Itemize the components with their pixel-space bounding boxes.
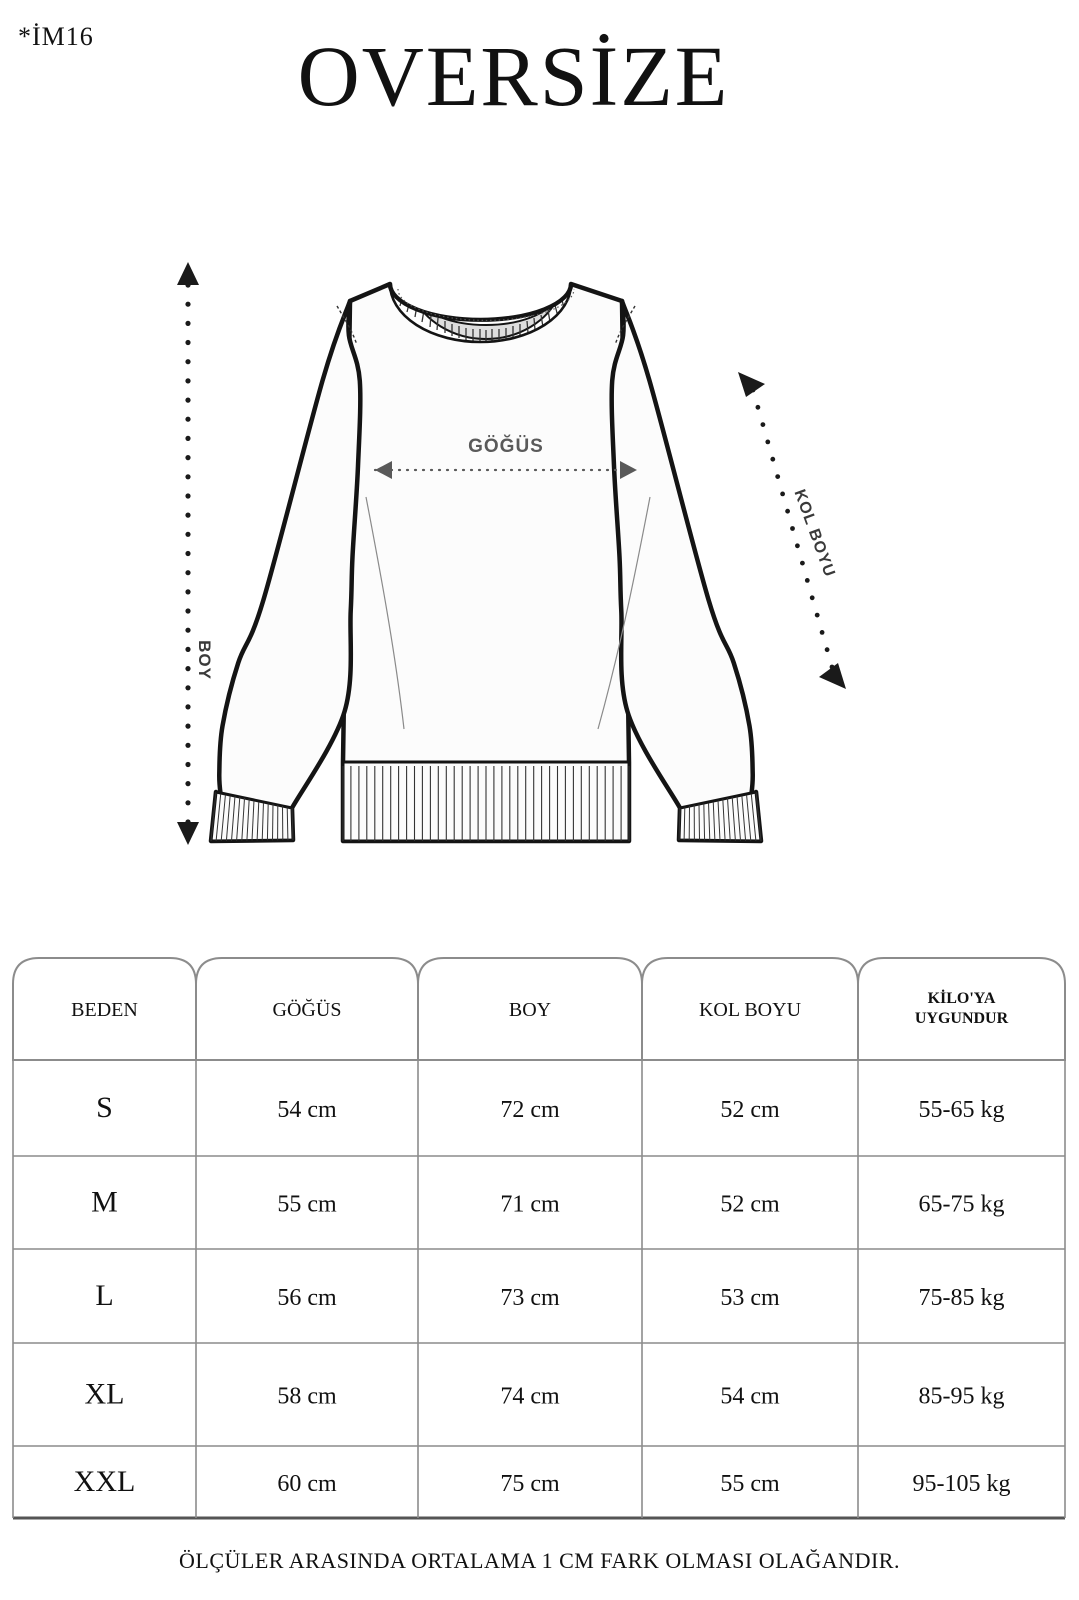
- svg-text:BOY: BOY: [509, 999, 551, 1021]
- svg-text:56 cm: 56 cm: [277, 1285, 337, 1311]
- svg-text:55 cm: 55 cm: [720, 1471, 780, 1497]
- svg-text:KİLO'YA: KİLO'YA: [928, 988, 996, 1007]
- svg-text:UYGUNDUR: UYGUNDUR: [915, 1010, 1009, 1027]
- svg-text:74 cm: 74 cm: [500, 1384, 560, 1410]
- svg-text:65-75 kg: 65-75 kg: [919, 1192, 1005, 1218]
- svg-text:ÖLÇÜLER ARASINDA ORTALAMA 1 CM: ÖLÇÜLER ARASINDA ORTALAMA 1 CM FARK OLMA…: [179, 1548, 900, 1573]
- svg-text:L: L: [95, 1279, 113, 1312]
- svg-text:54 cm: 54 cm: [720, 1384, 780, 1410]
- svg-text:72 cm: 72 cm: [500, 1097, 560, 1123]
- svg-text:M: M: [91, 1186, 118, 1219]
- svg-text:60 cm: 60 cm: [277, 1471, 337, 1497]
- svg-text:55 cm: 55 cm: [277, 1192, 337, 1218]
- svg-text:95-105 kg: 95-105 kg: [913, 1471, 1011, 1497]
- svg-text:58 cm: 58 cm: [277, 1384, 337, 1410]
- svg-text:73 cm: 73 cm: [500, 1285, 560, 1311]
- svg-text:GÖĞÜS: GÖĞÜS: [273, 998, 342, 1021]
- svg-text:XL: XL: [85, 1378, 125, 1411]
- svg-text:S: S: [96, 1091, 113, 1124]
- svg-text:53 cm: 53 cm: [720, 1285, 780, 1311]
- svg-text:52 cm: 52 cm: [720, 1097, 780, 1123]
- svg-text:KOL BOYU: KOL BOYU: [699, 999, 802, 1021]
- svg-text:55-65 kg: 55-65 kg: [919, 1097, 1005, 1123]
- svg-text:52 cm: 52 cm: [720, 1192, 780, 1218]
- svg-text:71 cm: 71 cm: [500, 1192, 560, 1218]
- svg-text:75-85 kg: 75-85 kg: [919, 1285, 1005, 1311]
- svg-text:85-95 kg: 85-95 kg: [919, 1384, 1005, 1410]
- svg-text:XXL: XXL: [74, 1465, 136, 1498]
- svg-text:BEDEN: BEDEN: [71, 999, 138, 1021]
- svg-text:54 cm: 54 cm: [277, 1097, 337, 1123]
- svg-text:75 cm: 75 cm: [500, 1471, 560, 1497]
